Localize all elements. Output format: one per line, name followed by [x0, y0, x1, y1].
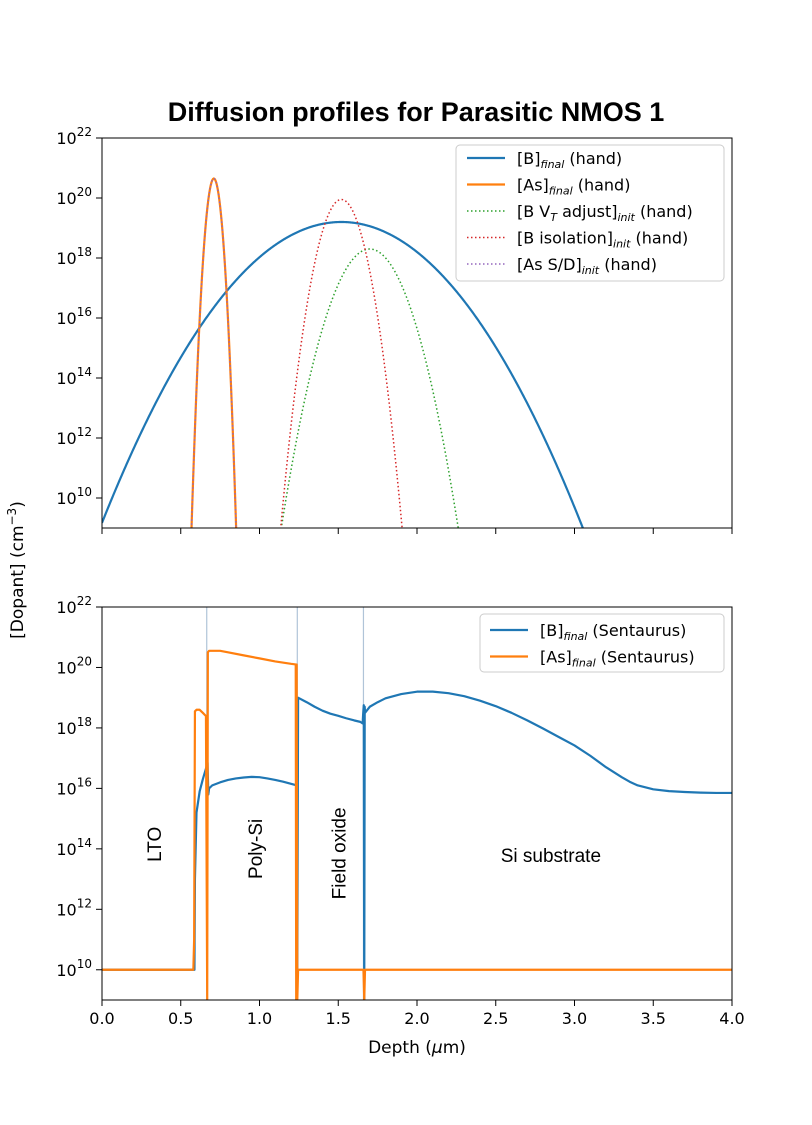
bottom-y-axis: 1010 1012 1014 1016 1018 1020 1022 [56, 594, 102, 980]
region-labels: LTO Poly-Si Field oxide Si substrate [145, 807, 601, 899]
region-label: LTO [145, 827, 166, 862]
bottom-panel: LTO Poly-Si Field oxide Si substrate 101010… [56, 594, 744, 1028]
x-tick-label: 2.5 [483, 1009, 508, 1028]
series-line [102, 649, 732, 1000]
y-tick-label: 1012 [56, 425, 92, 448]
legend-label: [As S/D]init (hand) [517, 255, 657, 277]
legend-label: [B VT adjust]init (hand) [517, 202, 693, 224]
y-tick-label: 1010 [56, 485, 92, 508]
x-tick-label: 2.0 [404, 1009, 429, 1028]
y-tick-label: 1014 [56, 365, 92, 388]
x-tick-label: 3.0 [562, 1009, 587, 1028]
series-line [102, 220, 585, 528]
y-tick-label: 1018 [56, 715, 92, 738]
y-tick-label: 1018 [56, 245, 92, 268]
x-axis-label: Depth (μm) [368, 1038, 466, 1058]
bottom-x-axis: 0.0 0.5 1.0 1.5 2.0 2.5 3.0 3.5 4.0 [89, 1000, 745, 1028]
legend-label: [B]final (hand) [517, 149, 622, 171]
y-tick-label: 1022 [56, 594, 92, 617]
x-tick-label: 1.5 [326, 1009, 351, 1028]
x-tick-label: 3.5 [641, 1009, 666, 1028]
legend-label: [As]final (Sentaurus) [540, 648, 695, 670]
series-line [102, 690, 732, 1000]
bottom-legend: [B]final (Sentaurus) [As]final (Sentaurus… [479, 613, 725, 673]
region-label: Poly-Si [246, 819, 267, 879]
y-tick-label: 1020 [56, 185, 92, 208]
y-tick-label: 1016 [56, 305, 92, 328]
legend-label: [B]final (Sentaurus) [540, 621, 686, 643]
legend-box [479, 613, 725, 673]
legend-box [455, 144, 725, 282]
x-tick-label: 0.0 [89, 1009, 114, 1028]
top-x-axis [101, 528, 733, 534]
series-line [279, 198, 403, 528]
legend-label: [As]final (hand) [517, 176, 630, 198]
series-line [280, 248, 459, 528]
y-tick-label: 1020 [56, 654, 92, 677]
series-line [190, 177, 237, 528]
bottom-plot-area [102, 649, 732, 1000]
y-axis-label: [Dopant] (cm−3) [5, 501, 28, 639]
top-panel: 1010 1012 1014 1016 1018 1020 1022 [B]final (h… [56, 125, 733, 534]
x-tick-label: 0.5 [168, 1009, 193, 1028]
x-tick-label: 4.0 [719, 1009, 744, 1028]
interface-lines [206, 607, 365, 1000]
y-tick-label: 1016 [56, 775, 92, 798]
region-label: Si substrate [501, 846, 601, 867]
y-tick-label: 1012 [56, 896, 92, 919]
top-plot-area [102, 177, 585, 528]
top-legend: [B]final (hand) [As]final (hand) [B VT adj… [455, 144, 725, 282]
chart-title: Diffusion profiles for Parasitic NMOS 1 [168, 97, 665, 127]
y-tick-label: 1014 [56, 836, 92, 859]
region-label: Field oxide [329, 807, 350, 899]
x-tick-label: 1.0 [247, 1009, 272, 1028]
legend-label: [B isolation]init (hand) [517, 229, 688, 251]
top-y-axis: 1010 1012 1014 1016 1018 1020 1022 [56, 125, 102, 508]
y-tick-label: 1010 [56, 957, 92, 980]
y-tick-label: 1022 [56, 125, 92, 148]
